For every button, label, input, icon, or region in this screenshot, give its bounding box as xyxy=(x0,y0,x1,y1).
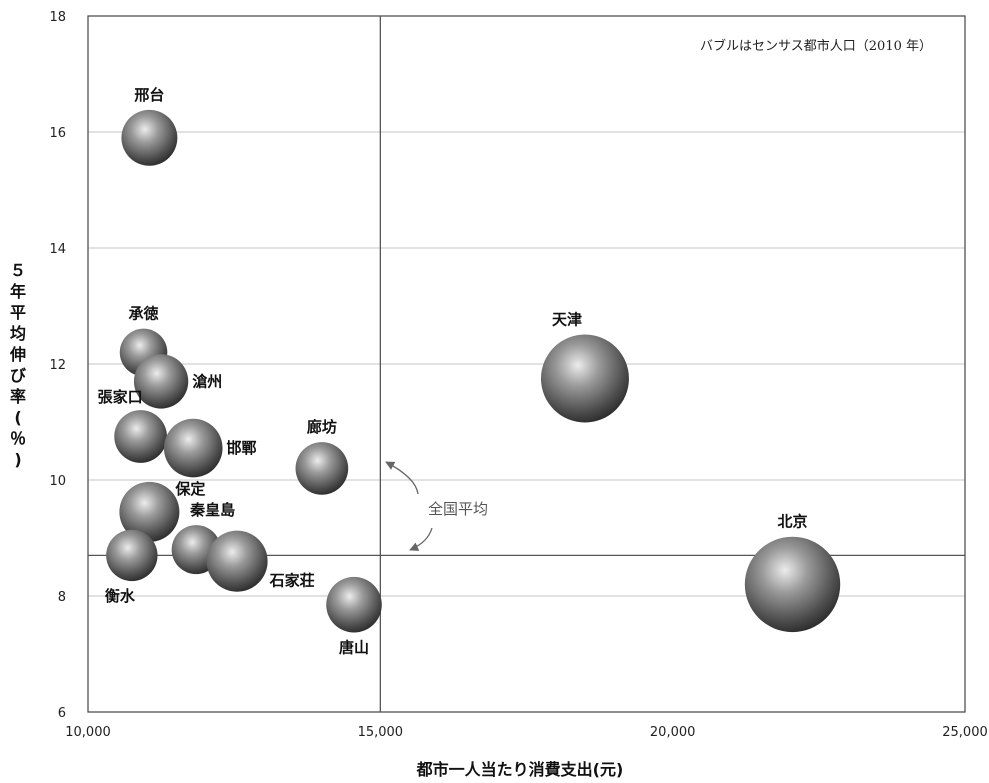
bubble-石家荘 xyxy=(206,530,268,592)
bubble-label: 唐山 xyxy=(339,638,369,656)
x-tick-labels: 10,000 15,000 20,000 25,000 xyxy=(65,725,988,740)
x-tick-label: 20,000 xyxy=(650,725,696,740)
y-tick-label: 12 xyxy=(49,358,66,373)
bubble-label: 邯鄲 xyxy=(227,439,257,457)
bubble-label: 承徳 xyxy=(129,305,159,323)
x-tick-label: 10,000 xyxy=(65,725,111,740)
y-axis-title-char: び xyxy=(10,366,27,385)
y-axis-title-char: ％ xyxy=(10,429,26,448)
plot-frame xyxy=(87,15,966,713)
bubble-label: 北京 xyxy=(778,513,808,531)
y-tick-label: 16 xyxy=(49,126,66,141)
y-axis-title-char: 平 xyxy=(10,303,26,322)
y-axis-title-char: 伸 xyxy=(9,345,26,364)
national-average-arrow-down xyxy=(409,527,433,551)
y-axis-title-char: ５ xyxy=(10,261,26,280)
bubble-邯鄲 xyxy=(163,418,223,478)
y-tick-label: 10 xyxy=(49,474,66,489)
bubble-size-note: バブルはセンサス都市人口（2010 年） xyxy=(700,38,932,54)
x-tick-label: 15,000 xyxy=(358,725,404,740)
bubbles xyxy=(106,109,841,633)
bubble-北京 xyxy=(744,536,841,633)
bubble-label: 秦皇島 xyxy=(189,501,235,519)
bubble-邢台 xyxy=(121,109,178,166)
bubble-label: 石家荘 xyxy=(269,572,315,590)
bubble-label: 廊坊 xyxy=(307,418,337,436)
bubble-label: 天津 xyxy=(552,311,582,329)
y-tick-label: 18 xyxy=(49,10,66,25)
bubble-label: 保定 xyxy=(174,480,205,498)
bubble-label: 張家口 xyxy=(98,388,143,406)
y-tick-label: 8 xyxy=(58,590,66,605)
y-tick-label: 6 xyxy=(58,706,66,721)
x-tick-label: 25,000 xyxy=(942,725,988,740)
y-axis-title-char: ( xyxy=(14,408,21,427)
bubble-衡水 xyxy=(106,529,158,582)
bubble-天津 xyxy=(540,334,629,423)
x-axis-title: 都市一人当たり消費支出(元) xyxy=(416,760,624,779)
bubble-滄州 xyxy=(133,354,189,409)
bubble-唐山 xyxy=(326,576,382,633)
national-average-label: 全国平均 xyxy=(428,500,488,518)
grid-lines xyxy=(88,131,965,597)
y-axis-title-char: ) xyxy=(14,450,21,469)
bubble-保定 xyxy=(119,481,180,542)
y-tick-labels: 6 8 10 12 14 16 18 xyxy=(49,10,66,721)
y-axis-title-char: 均 xyxy=(10,324,26,343)
bubble-張家口 xyxy=(114,410,167,463)
y-axis-title-char: 年 xyxy=(10,282,26,301)
y-axis-title-char: 率 xyxy=(10,387,26,406)
bubble-label: 衡水 xyxy=(105,587,136,605)
bubble-廊坊 xyxy=(295,442,349,495)
bubble-label: 滄州 xyxy=(192,372,222,390)
bubble-label: 邢台 xyxy=(133,86,164,104)
y-tick-label: 14 xyxy=(49,242,66,257)
national-average-arrow-up xyxy=(385,461,419,495)
